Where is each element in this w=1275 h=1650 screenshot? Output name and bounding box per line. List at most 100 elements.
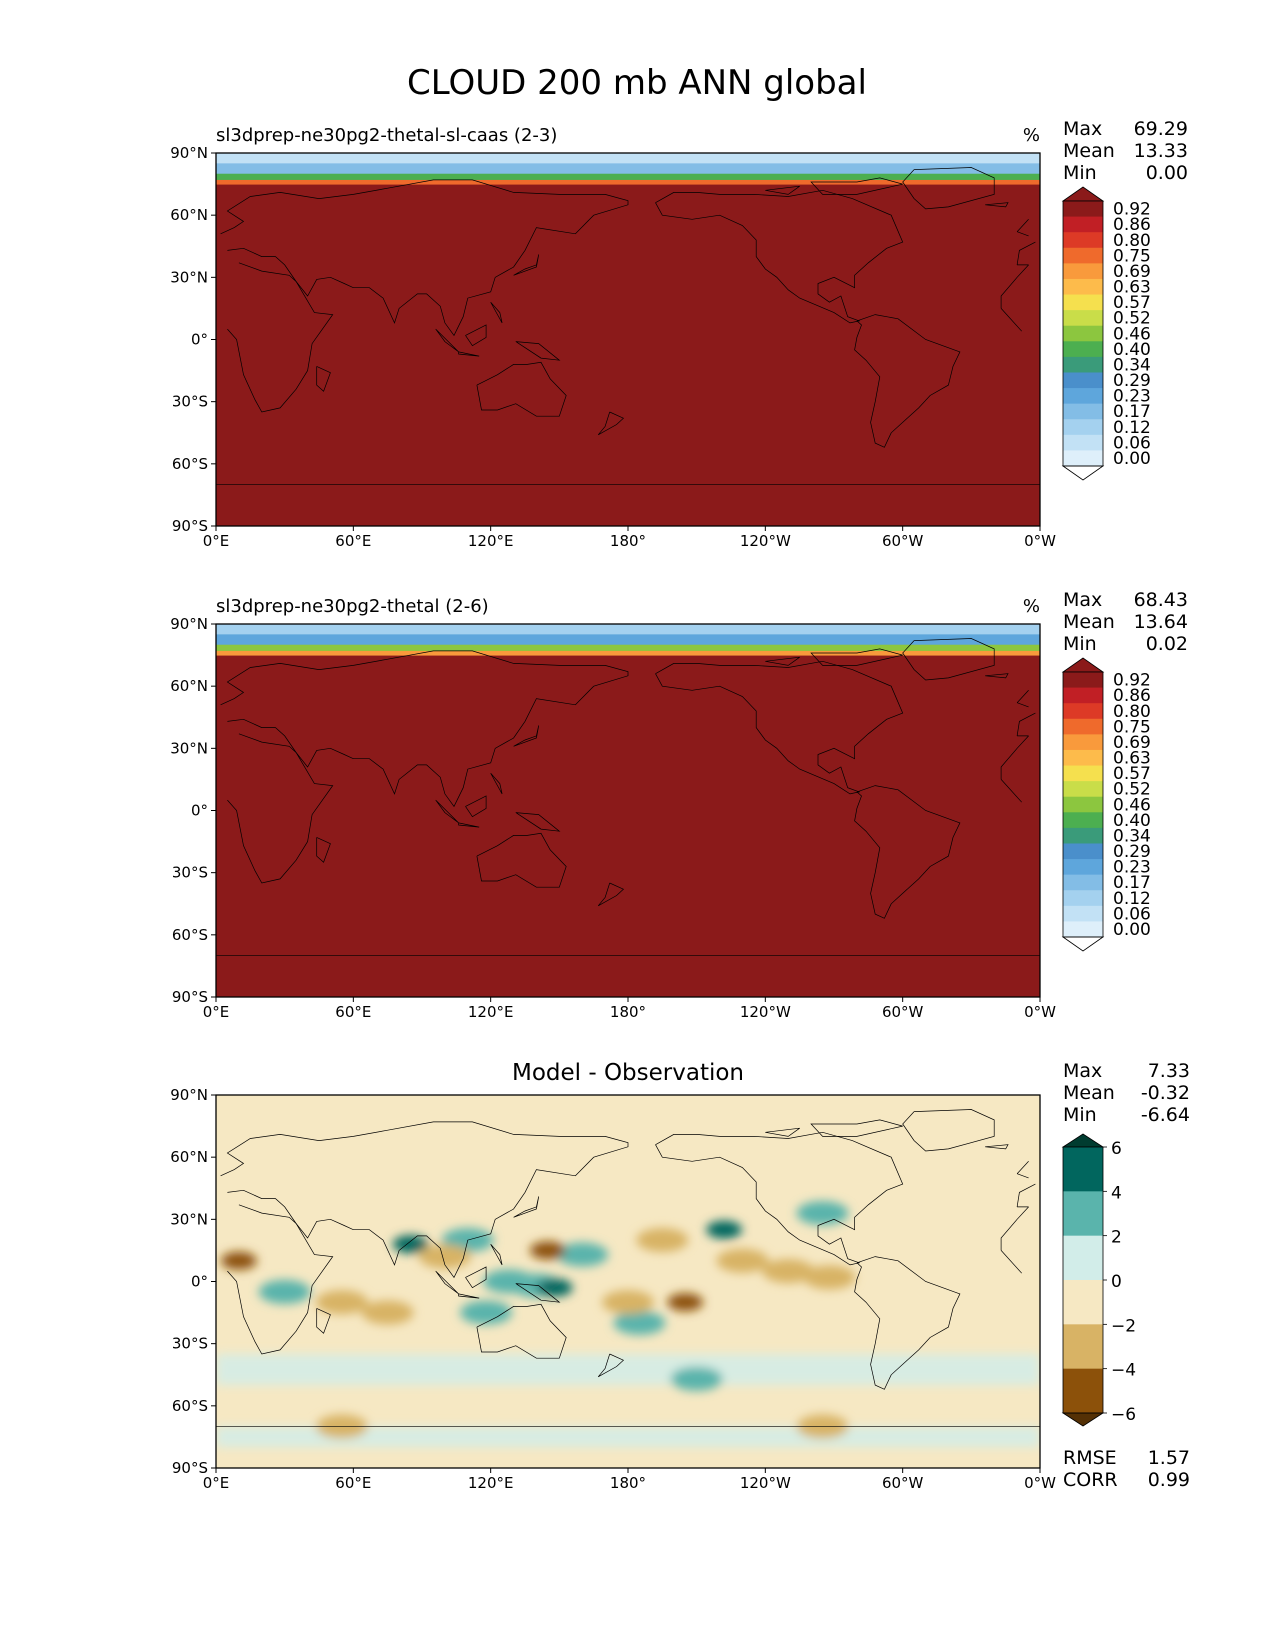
x-tick-label: 180° — [610, 1003, 646, 1021]
x-tick-label: 120°E — [468, 532, 514, 550]
colorbar-segment — [1063, 403, 1103, 420]
colorbar-tick-label: 0 — [1111, 1272, 1122, 1292]
coastline — [435, 799, 459, 824]
colorbar-tick-label: 0.17 — [1113, 402, 1151, 422]
coastline — [597, 1353, 625, 1378]
colorbar-tick-label: 0.06 — [1113, 433, 1151, 453]
colorbar-segment — [1063, 388, 1103, 405]
colorbar-tick-label: 0.29 — [1113, 842, 1151, 862]
colorbar-segment — [1063, 687, 1103, 704]
coastlines — [216, 638, 1040, 956]
x-tick-label: 120°E — [468, 1003, 514, 1021]
panel-difference: Model - Observation Max 7.33 Mean -0.32 … — [170, 1060, 1190, 1492]
coastline — [985, 202, 1009, 208]
mean-label: Mean — [1063, 1082, 1115, 1104]
coastline — [655, 189, 904, 324]
anomaly-blob — [556, 1242, 609, 1267]
field-band — [216, 650, 1040, 656]
y-tick-label: 60°S — [172, 455, 208, 473]
coastline — [435, 328, 459, 353]
x-tick-label: 0°E — [203, 1474, 230, 1492]
colorbar-segment — [1063, 325, 1103, 342]
anomaly-blob — [529, 1241, 566, 1260]
coastline — [902, 167, 995, 210]
coastline — [490, 301, 503, 324]
colorbar-segment — [1063, 812, 1103, 829]
colorbar-tick-label: 0.12 — [1113, 889, 1151, 909]
field-band — [216, 153, 1040, 164]
colorbar-segment — [1063, 734, 1103, 751]
colorbar-tick-label: 0.63 — [1113, 749, 1151, 769]
colorbar-tick-label: 0.00 — [1113, 920, 1151, 940]
colorbar-tick-label: 6 — [1111, 1139, 1122, 1159]
coastlines — [216, 1109, 1040, 1427]
colorbar-segment — [1063, 672, 1103, 689]
anomaly-blob — [536, 1278, 573, 1297]
colorbar-extend-max — [1061, 657, 1105, 673]
colorbar-tick-label: 0.23 — [1113, 387, 1151, 407]
colorbar-tick-label: 0.75 — [1113, 717, 1151, 737]
field-bulk — [216, 624, 1040, 997]
colorbar-tick-label: 0.57 — [1113, 293, 1151, 313]
colorbar-tick-label: 0.75 — [1113, 246, 1151, 266]
anomaly-blob — [418, 1244, 471, 1269]
coastline — [435, 1270, 459, 1295]
coastline — [902, 1109, 995, 1152]
colorbar-tick-label: 0.52 — [1113, 309, 1151, 329]
y-axis-ticks: 90°N 60°N 30°N 0° 30°S 60°S 90°S — [170, 1086, 216, 1477]
y-tick-label: 30°S — [172, 393, 208, 411]
coastline — [227, 733, 1029, 884]
coastline — [465, 324, 487, 347]
y-tick-label: 90°N — [170, 615, 208, 633]
y-tick-label: 30°S — [172, 1335, 208, 1353]
field-band — [216, 173, 1040, 181]
rmse-label: RMSE — [1063, 1447, 1117, 1469]
coastline — [765, 1127, 800, 1137]
anomaly-blob — [361, 1300, 414, 1325]
colorbar-extend-min — [1061, 1412, 1105, 1427]
colorbar-segment — [1063, 278, 1103, 296]
y-tick-label: 30°N — [170, 1210, 208, 1228]
units-label: % — [1023, 125, 1040, 146]
anomaly-blob — [667, 1293, 704, 1312]
difference-field-map — [216, 1095, 1040, 1468]
y-tick-label: 90°S — [172, 1459, 208, 1477]
max-value: 69.29 — [1134, 118, 1188, 140]
coastlines — [216, 167, 1040, 485]
colorbar-tick-label: 0.40 — [1113, 811, 1151, 831]
colorbar-segment — [1063, 1147, 1103, 1192]
colorbar-segment — [1063, 1324, 1103, 1370]
colorbar-segment — [1063, 827, 1103, 844]
y-tick-label: 30°N — [170, 739, 208, 757]
anomaly-blob — [796, 1201, 849, 1226]
colorbar-segment — [1063, 1235, 1103, 1281]
y-tick-label: 90°N — [170, 144, 208, 162]
colorbar-segment — [1063, 781, 1103, 798]
coastline — [316, 837, 331, 863]
colorbar-segment — [1063, 1368, 1103, 1414]
x-tick-label: 120°W — [740, 1474, 791, 1492]
coastline — [985, 1144, 1009, 1150]
coastline — [810, 177, 903, 195]
coastline — [655, 660, 904, 795]
field-bulk — [216, 153, 1040, 526]
colorbar-tick-label: 0.34 — [1113, 355, 1151, 375]
colorbar-segment — [1063, 859, 1103, 876]
min-label: Min — [1063, 162, 1097, 184]
colorbar-segment — [1063, 341, 1103, 358]
colorbar-extend-min — [1061, 936, 1105, 952]
x-tick-label: 120°W — [740, 532, 791, 550]
colorbar-tick-label: 0.29 — [1113, 371, 1151, 391]
coastline — [902, 638, 995, 681]
rmse-value: 1.57 — [1148, 1447, 1190, 1469]
colorbar-segment — [1063, 232, 1103, 249]
coastline — [220, 650, 1036, 808]
cloud-field-map — [216, 153, 1040, 526]
y-tick-label: 0° — [191, 331, 208, 349]
colorbar-tick-label: 0.86 — [1113, 686, 1151, 706]
colorbar-tick-label: 0.57 — [1113, 764, 1151, 784]
coastline — [597, 411, 625, 436]
panel-title: sl3dprep-ne30pg2-thetal (2-6) — [216, 596, 489, 617]
coastline — [1016, 1161, 1029, 1179]
